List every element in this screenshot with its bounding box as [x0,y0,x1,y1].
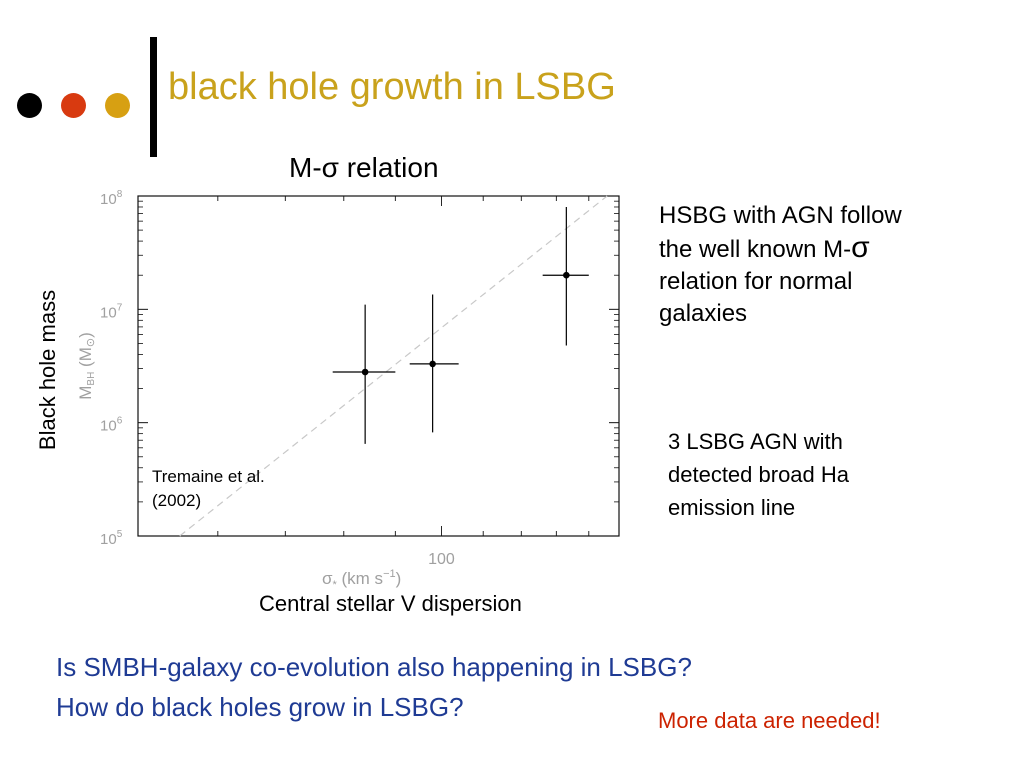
y-axis-label-symbol: M [76,386,95,400]
question-1: Is SMBH-galaxy co-evolution also happeni… [56,652,692,682]
side-note-lsbg-line-1: 3 LSBG AGN with [668,429,843,454]
bullet-dot-gold [105,93,130,118]
x-axis-label-exp: −1 [383,568,396,580]
data-point-2 [409,294,459,433]
side-note-hsbg-line-4: galaxies [659,300,748,327]
side-note-lsbg: 3 LSBG AGN with detected broad Ha emissi… [668,425,849,524]
y-tick-label-exp: 7 [117,302,123,313]
side-note-hsbg: HSBG with AGN follow the well known M-σ … [659,200,902,330]
x-axis-label-close: ) [396,569,402,588]
y-axis-label-unit: (M [76,347,95,372]
chart-subtitle: M-σ relation [289,152,439,183]
x-axis-label-unit: (km s [337,569,383,588]
x-axis-label-sub: * [333,579,338,591]
y-tick-label: 107 [100,302,123,321]
y-axis-label-sub: BH [86,372,97,386]
relation-annotation: Tremaine et al. (2002) [152,465,265,513]
data-marker [429,360,436,368]
y-tick-label-exp: 5 [117,529,123,540]
y-tick-label: 108 [100,189,123,208]
y-tick-label: 106 [100,416,123,435]
data-point-3 [542,206,589,346]
slide-title: black hole growth in LSBG [168,66,616,108]
bullet-dot-black [17,93,42,118]
side-note-lsbg-line-3: emission line [668,495,796,520]
y-tick-label-base: 10 [100,304,117,321]
side-note-lsbg-line-2: detected broad Ha [668,462,850,487]
plot-frame [137,195,620,537]
data-point-1 [332,304,396,444]
y-tick-label-exp: 6 [117,416,123,427]
annotation-line-1: Tremaine et al. [152,467,265,486]
data-marker [361,368,369,376]
data-marker [563,271,570,279]
x-axis-label: σ* (km s−1) [322,568,401,591]
y-axis-label-sun-symbol: ⊙ [85,338,97,347]
y-overlay-label: Black hole mass [35,289,60,451]
y-tick-label-base: 10 [100,191,117,208]
annotation-line-2: (2002) [152,491,202,510]
title-divider [150,37,157,157]
question-2: How do black holes grow in LSBG? [56,692,464,722]
bullet-dot-red [61,93,86,118]
x-tick-label: 100 [428,551,455,568]
y-axis-label: MBH (M⊙) [76,332,97,400]
x-axis-label-symbol: σ [322,569,333,588]
side-note-hsbg-line-2: the well known M-σ [659,232,902,266]
side-note-hsbg-line-3: relation for normal [659,268,853,295]
y-tick-label-base: 10 [100,531,117,548]
footnote: More data are needed! [658,708,881,733]
side-note-hsbg-line-2-text: the well known M- [659,236,852,263]
x-overlay-label: Central stellar V dispersion [259,591,522,616]
y-axis-label-close: ) [76,332,95,338]
side-note-hsbg-line-1: HSBG with AGN follow [659,202,902,229]
y-tick-label-exp: 8 [117,189,123,200]
sigma-symbol: σ [851,231,870,264]
y-tick-label: 105 [100,529,123,548]
y-tick-label-base: 10 [100,418,117,435]
